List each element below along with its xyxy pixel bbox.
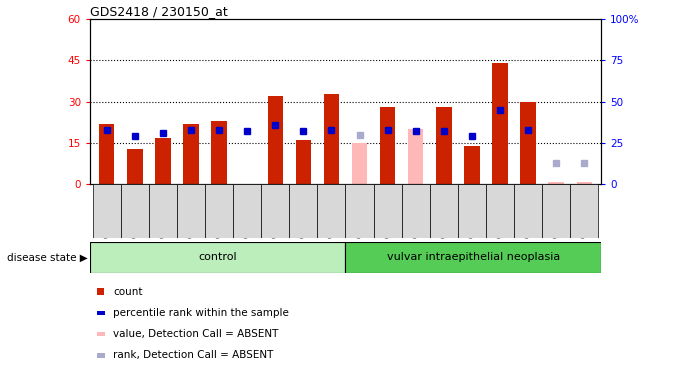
Bar — [514, 184, 542, 238]
Bar — [542, 184, 570, 238]
Text: rank, Detection Call = ABSENT: rank, Detection Call = ABSENT — [113, 350, 274, 360]
Bar — [430, 184, 458, 238]
Bar — [458, 184, 486, 238]
Bar — [261, 184, 290, 238]
Bar — [99, 124, 115, 184]
Bar — [127, 149, 142, 184]
Bar — [576, 182, 592, 184]
Bar — [155, 137, 171, 184]
Bar — [346, 184, 374, 238]
Bar — [549, 182, 564, 184]
Bar — [408, 129, 424, 184]
Bar — [121, 184, 149, 238]
Bar — [486, 184, 514, 238]
Text: vulvar intraepithelial neoplasia: vulvar intraepithelial neoplasia — [387, 252, 560, 262]
Bar — [401, 184, 430, 238]
Bar — [149, 184, 177, 238]
Bar — [374, 184, 401, 238]
Bar — [290, 184, 317, 238]
Bar — [296, 140, 311, 184]
Bar — [323, 94, 339, 184]
Bar — [464, 146, 480, 184]
Bar — [346, 242, 601, 273]
Text: percentile rank within the sample: percentile rank within the sample — [113, 308, 290, 318]
Bar — [570, 184, 598, 238]
Bar — [205, 184, 233, 238]
Bar — [492, 63, 508, 184]
Bar — [177, 184, 205, 238]
Bar — [183, 124, 199, 184]
Text: GDS2418 / 230150_at: GDS2418 / 230150_at — [90, 5, 227, 18]
Text: disease state ▶: disease state ▶ — [7, 252, 88, 262]
Bar — [380, 107, 395, 184]
Text: control: control — [198, 252, 237, 262]
Text: value, Detection Call = ABSENT: value, Detection Call = ABSENT — [113, 329, 278, 339]
Bar — [211, 121, 227, 184]
Bar — [352, 143, 368, 184]
Bar — [233, 184, 261, 238]
Bar — [520, 102, 536, 184]
Bar — [93, 184, 121, 238]
Bar — [90, 242, 346, 273]
Bar — [317, 184, 346, 238]
Text: count: count — [113, 287, 143, 297]
Bar — [436, 107, 451, 184]
Bar — [267, 96, 283, 184]
